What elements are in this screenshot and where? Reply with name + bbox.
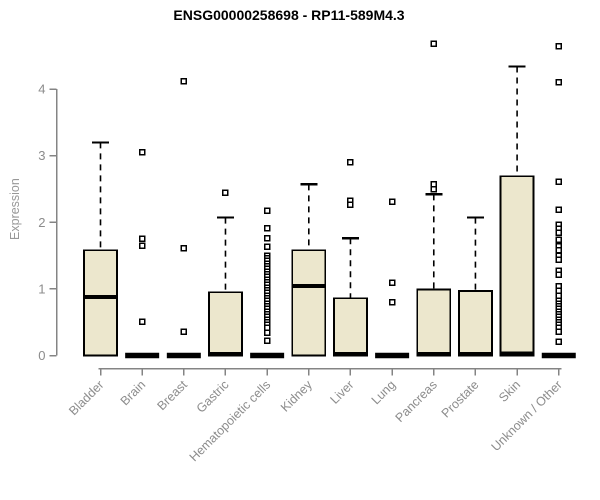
x-tick-label-prostate: Prostate [439, 378, 482, 421]
outlier-point-pancreas [430, 185, 438, 193]
box-skin [499, 175, 535, 357]
x-tick-label-lung: Lung [369, 378, 399, 408]
outlier-point-unknown-other [555, 236, 563, 243]
y-tick-label: 1 [38, 281, 45, 296]
outlier-point-unknown-other [555, 206, 563, 213]
outlier-point-unknown-other [555, 79, 563, 86]
outlier-point-lung [388, 198, 396, 205]
outlier-point-unknown-other [555, 338, 563, 345]
outlier-point-gastric [222, 189, 229, 197]
x-tick-label-gastric: Gastric [194, 378, 232, 416]
box-liver [333, 297, 368, 357]
collapsed-box-lung [375, 352, 410, 359]
collapsed-box-breast [166, 352, 201, 359]
outlier-point-unknown-other [555, 328, 563, 335]
outlier-point-lung [388, 279, 396, 287]
outlier-point-breast [180, 328, 188, 335]
outlier-point-hematopoietic-cells [263, 235, 271, 242]
x-tick-label-bladder: Bladder [66, 378, 106, 418]
outlier-point-lung [388, 298, 396, 306]
outlier-point-breast [180, 77, 188, 85]
outlier-point-hematopoietic-cells [263, 324, 271, 331]
box-prostate [458, 289, 493, 357]
y-tick-label: 2 [38, 215, 45, 230]
x-tick-label-unknown-other: Unknown / Other [489, 378, 565, 454]
outlier-point-liver [347, 159, 354, 166]
outlier-point-pancreas [430, 40, 438, 48]
outlier-point-unknown-other [555, 292, 563, 299]
collapsed-box-unknown-other [541, 352, 576, 359]
x-tick-label-breast: Breast [154, 377, 190, 413]
outlier-point-unknown-other [555, 247, 563, 254]
outlier-point-brain [138, 318, 146, 325]
outlier-point-hematopoietic-cells [263, 207, 271, 215]
outlier-point-breast [180, 245, 188, 252]
x-tick-label-pancreas: Pancreas [393, 378, 440, 425]
outlier-point-unknown-other [555, 256, 563, 263]
x-tick-label-liver: Liver [328, 378, 357, 407]
outlier-point-unknown-other [555, 229, 563, 237]
outlier-point-unknown-other [555, 178, 563, 185]
x-tick-label-skin: Skin [496, 378, 523, 405]
y-axis-title: Expression [8, 178, 22, 240]
x-tick-label-hematopoietic-cells: Hematopoietic cells [187, 378, 274, 465]
chart-title: ENSG00000258698 - RP11-589M4.3 [173, 7, 405, 23]
x-tick-label-kidney: Kidney [278, 377, 315, 414]
y-tick-label: 0 [38, 348, 45, 363]
outlier-point-unknown-other [555, 43, 563, 50]
outlier-point-brain [138, 242, 146, 249]
y-tick-label: 3 [38, 148, 45, 163]
outlier-point-brain [138, 149, 146, 156]
y-tick-label: 4 [38, 82, 45, 97]
box-pancreas [416, 288, 452, 357]
collapsed-box-hematopoietic-cells [250, 352, 285, 359]
outlier-point-liver [347, 201, 354, 209]
box-kidney [291, 249, 327, 357]
outlier-point-hematopoietic-cells [263, 243, 271, 251]
outlier-point-hematopoietic-cells [263, 329, 271, 337]
x-tick-label-brain: Brain [118, 378, 149, 409]
outlier-point-brain [138, 235, 146, 243]
outlier-point-hematopoietic-cells [263, 337, 271, 345]
outlier-point-hematopoietic-cells [263, 225, 271, 232]
outlier-point-unknown-other [555, 271, 563, 279]
collapsed-box-brain [125, 352, 160, 359]
box-gastric [208, 291, 243, 357]
box-bladder [83, 249, 118, 357]
